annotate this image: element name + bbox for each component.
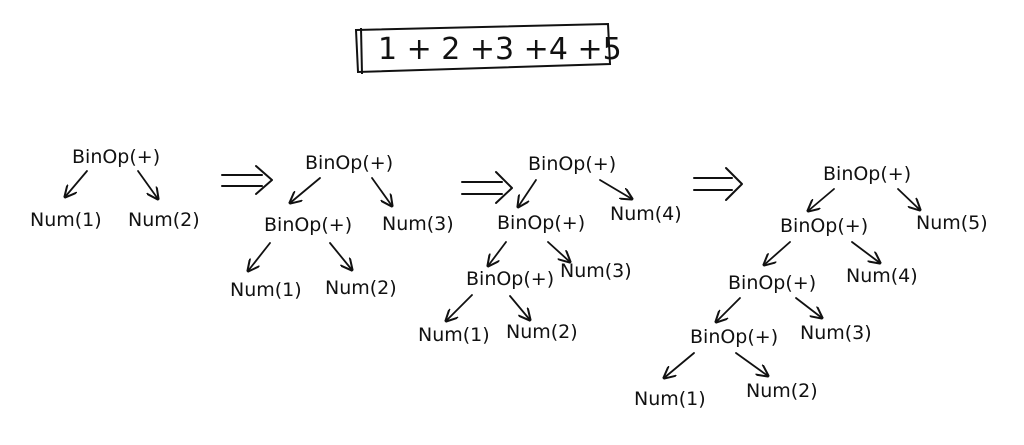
tree-2: BinOp(+) BinOp(+) Num(3) Num(1) Num(2)	[230, 152, 454, 301]
tree-4-edge-inner3	[716, 297, 741, 322]
expression-box: 1 + 2 +3 +4 +5	[354, 22, 622, 75]
tree-2-inner-right: Num(2)	[325, 277, 397, 299]
tree-2-right: Num(3)	[382, 213, 454, 235]
tree-3-edge-right	[599, 179, 632, 199]
tree-4-inner-right: Num(4)	[846, 265, 918, 287]
transform-arrow-3	[693, 167, 743, 201]
tree-2-edge-inner-left	[248, 242, 271, 271]
tree-2-inner: BinOp(+)	[264, 214, 352, 236]
tree-3-edge-inner2-right	[509, 295, 530, 320]
tree-2-inner-left: Num(1)	[230, 279, 302, 301]
tree-2-edge-inner-right	[329, 242, 352, 270]
tree-4-edge-inner-right	[851, 241, 880, 263]
tree-4-edge-inner2	[764, 241, 791, 265]
tree-4-inner2: BinOp(+)	[728, 272, 816, 294]
expression-text: 1 + 2 +3 +4 +5	[378, 32, 622, 67]
tree-4-inner3: BinOp(+)	[690, 326, 778, 348]
tree-4-edge-inner2-right	[795, 297, 822, 318]
tree-4-edge-inner	[808, 188, 835, 211]
tree-1-right: Num(2)	[128, 209, 200, 231]
tree-3-edge-inner2	[488, 241, 507, 266]
tree-1-left: Num(1)	[30, 209, 102, 231]
tree-4-edge-right	[897, 188, 920, 210]
tree-4-inner: BinOp(+)	[780, 215, 868, 237]
tree-4-inner3-left: Num(1)	[634, 388, 706, 410]
tree-3-inner2: BinOp(+)	[466, 268, 554, 290]
tree-4-edge-inner3-left	[664, 352, 695, 378]
tree-3: BinOp(+) BinOp(+) Num(4) BinOp(+) Num(3)…	[418, 153, 682, 346]
tree-2-root: BinOp(+)	[305, 152, 393, 174]
tree-4-edge-inner3-right	[735, 352, 768, 376]
tree-3-inner2-right: Num(2)	[506, 321, 578, 343]
tree-4-inner3-right: Num(2)	[746, 380, 818, 402]
tree-3-root: BinOp(+)	[528, 153, 616, 175]
tree-3-edge-inner	[518, 179, 537, 207]
tree-1-edge-left	[65, 170, 88, 197]
tree-3-inner-right: Num(3)	[560, 260, 632, 282]
tree-3-inner2-left: Num(1)	[418, 324, 490, 346]
tree-4: BinOp(+) BinOp(+) Num(5) BinOp(+) Num(4)…	[634, 163, 988, 410]
transform-arrow-2	[461, 171, 513, 204]
tree-3-edge-inner-right	[547, 241, 570, 262]
tree-3-right: Num(4)	[610, 203, 682, 225]
tree-4-right: Num(5)	[916, 212, 988, 234]
tree-1: BinOp(+) Num(1) Num(2)	[30, 146, 200, 231]
tree-2-edge-right	[371, 177, 392, 206]
tree-3-edge-inner2-left	[446, 294, 473, 321]
tree-4-root: BinOp(+)	[823, 163, 911, 185]
tree-3-inner: BinOp(+)	[497, 212, 585, 234]
tree-1-root: BinOp(+)	[72, 146, 160, 168]
tree-1-edge-right	[137, 170, 158, 199]
transform-arrow-1	[221, 165, 273, 195]
tree-4-inner2-right: Num(3)	[800, 322, 872, 344]
tree-2-edge-inner	[290, 177, 321, 203]
